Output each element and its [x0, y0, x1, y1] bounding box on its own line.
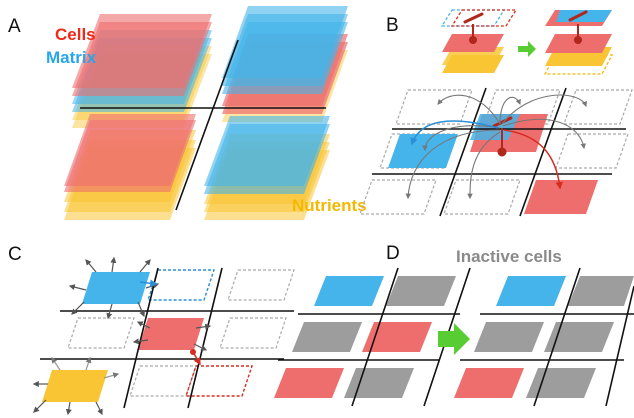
- target-matrix-tile-c: [147, 269, 215, 301]
- grid-d-right: [454, 267, 634, 407]
- panel-d: D Inactive cells: [274, 243, 634, 407]
- tile-stack-top-left: [72, 14, 212, 128]
- blue-arrow: [410, 120, 499, 146]
- panel-letter-c: C: [8, 244, 22, 265]
- tile-stack-bottom-right: [204, 116, 330, 220]
- panel-letter-d: D: [386, 243, 400, 264]
- matrix-tile-c: [82, 272, 150, 304]
- panel-letter-b: B: [386, 15, 399, 36]
- panel-b: B: [359, 9, 633, 217]
- nutrients-label: Nutrients: [292, 196, 367, 215]
- cell-agent-grid: [497, 147, 507, 157]
- stack-after: [543, 10, 614, 75]
- cell-tile-c: [138, 318, 204, 350]
- target-cell-tile-b: [524, 180, 598, 214]
- target-cell-tile-c: [185, 365, 253, 397]
- movement-arrows: [405, 94, 588, 200]
- matrix-label: Matrix: [46, 48, 97, 67]
- grid-line-vertical: [175, 39, 239, 211]
- panel-letter-a: A: [8, 16, 21, 37]
- grid-c-dashed: [67, 269, 295, 397]
- red-arrow: [503, 129, 563, 190]
- cell-agent-after: [574, 36, 582, 44]
- cells-label: Cells: [55, 25, 96, 44]
- cell-agent-before: [469, 36, 477, 44]
- transition-arrow-top: [518, 41, 536, 57]
- tile-stack-bottom-left: [64, 114, 196, 220]
- matrix-tile-b: [388, 134, 458, 168]
- inactive-cells-label: Inactive cells: [456, 247, 562, 266]
- panel-c: C: [8, 244, 295, 416]
- panel-a: A: [8, 6, 367, 220]
- transition-arrow-bottom: [438, 323, 470, 355]
- tile-stack-top-right: [222, 6, 348, 122]
- nutrient-tile-c: [42, 370, 108, 402]
- stack-before: [440, 9, 518, 73]
